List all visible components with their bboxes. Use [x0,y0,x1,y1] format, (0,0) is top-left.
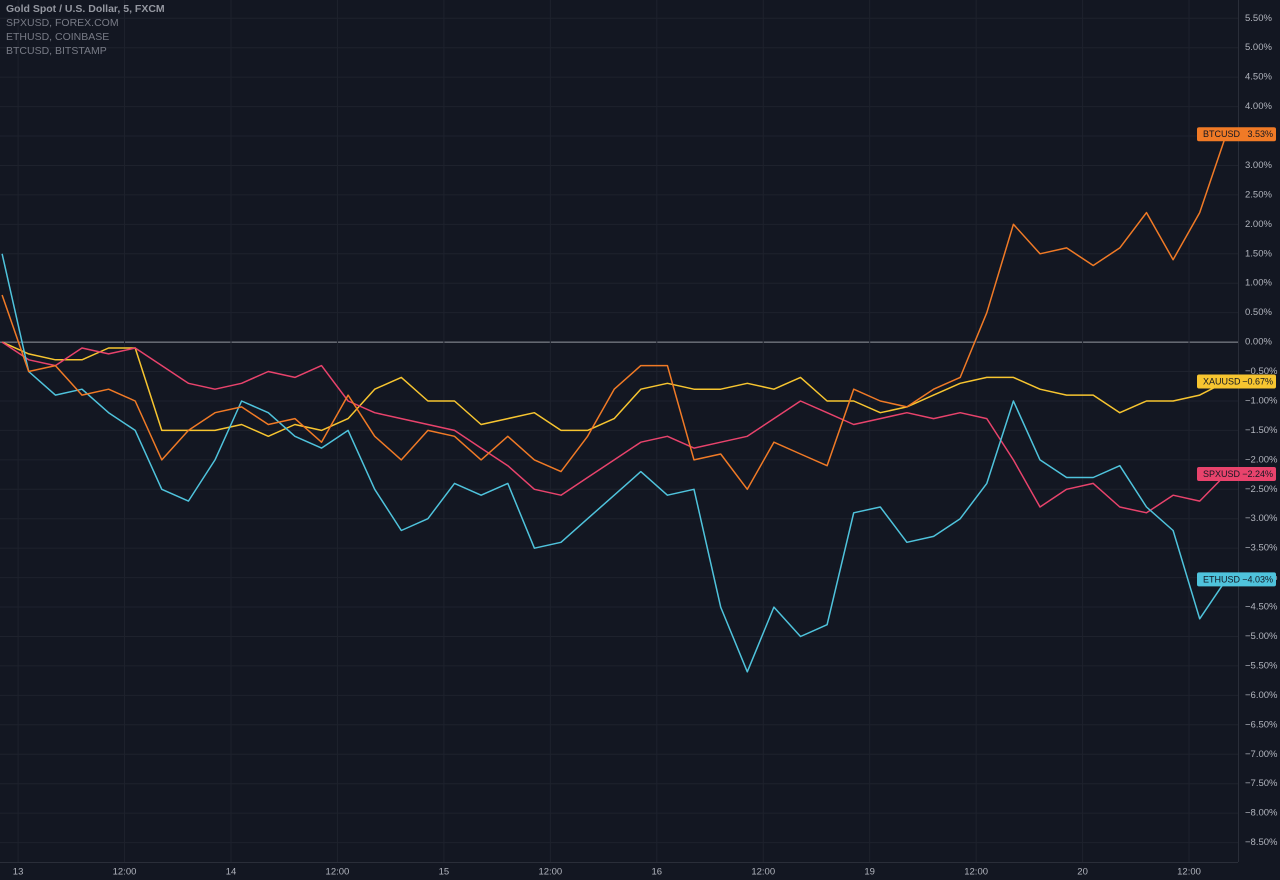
y-tick-label: −6.50% [1245,719,1278,730]
y-tick-label: 4.50% [1245,72,1272,83]
x-tick-label: 12:00 [113,867,137,878]
x-tick-label: 12:00 [751,867,775,878]
x-tick-label: 15 [439,867,450,878]
y-tick-label: −0.50% [1245,366,1278,377]
tag-name: XAUUSD [1203,376,1241,386]
y-tick-label: 5.50% [1245,13,1272,24]
y-tick-label: 3.00% [1245,160,1272,171]
x-tick-label: 12:00 [538,867,562,878]
y-tick-label: −8.50% [1245,837,1278,848]
y-tick-label: −8.00% [1245,808,1278,819]
tags: XAUUSD −0.67% SPXUSD −2.24% ETHUSD −4.03% BTCU… [1197,127,1276,587]
series-line [1,341,1227,514]
series-line [1,253,1227,673]
y-tick-label: 0.50% [1245,307,1272,318]
x-tick-label: 14 [226,867,237,878]
x-tick-label: 12:00 [1177,867,1201,878]
y-tick-label: −3.50% [1245,543,1278,554]
legend-entry: ETHUSD, COINBASE [6,31,109,43]
x-tick-label: 16 [652,867,663,878]
y-tick-label: −3.00% [1245,513,1278,524]
grid [0,0,1238,862]
price-tag [1197,127,1276,142]
x-tick-label: 12:00 [964,867,988,878]
x-tick-label: 19 [864,867,875,878]
header: Gold Spot / U.S. Dollar, 5, FXCM SPXUSD,… [6,3,165,57]
y-tick-label: −1.00% [1245,395,1278,406]
tag-name: ETHUSD [1203,574,1241,584]
x-tick-label: 12:00 [326,867,350,878]
price-tag [1197,374,1276,389]
y-tick-label: −4.50% [1245,602,1278,613]
y-tick-label: −7.50% [1245,778,1278,789]
tag-value: −4.03% [1242,574,1273,584]
tag-value: −0.67% [1242,376,1273,386]
y-tick-label: −5.00% [1245,631,1278,642]
x-tick-label: 13 [13,867,24,878]
tag-name: BTCUSD [1203,129,1241,139]
tag-name: SPXUSD [1203,469,1241,479]
tag-value: 3.53% [1247,129,1273,139]
y-tick-label: 4.00% [1245,101,1272,112]
price-tag [1197,572,1276,587]
tag-value: −2.24% [1242,469,1273,479]
price-tag [1197,466,1276,481]
y-tick-label: 5.00% [1245,42,1272,53]
axes: 5.50%5.00%4.50%4.00%3.50%3.00%2.50%2.00%… [13,13,1278,878]
y-tick-label: −6.00% [1245,690,1278,701]
lines [1,133,1228,673]
series-line [1,341,1227,438]
x-tick-label: 20 [1077,867,1088,878]
y-tick-label: −2.00% [1245,454,1278,465]
y-tick-label: 0.00% [1245,337,1272,348]
chart-title: Gold Spot / U.S. Dollar, 5, FXCM [6,3,165,15]
y-tick-label: −1.50% [1245,425,1278,436]
y-tick-label: −5.50% [1245,660,1278,671]
legend-entry: BTCUSD, BITSTAMP [6,45,107,57]
y-tick-label: −2.50% [1245,484,1278,495]
y-tick-label: 1.00% [1245,278,1272,289]
series-line [1,133,1228,491]
legend-entry: SPXUSD, FOREX.COM [6,17,119,29]
y-tick-label: −7.00% [1245,749,1278,760]
y-tick-label: 2.50% [1245,189,1272,200]
y-tick-label: 1.50% [1245,248,1272,259]
y-tick-label: 2.00% [1245,219,1272,230]
